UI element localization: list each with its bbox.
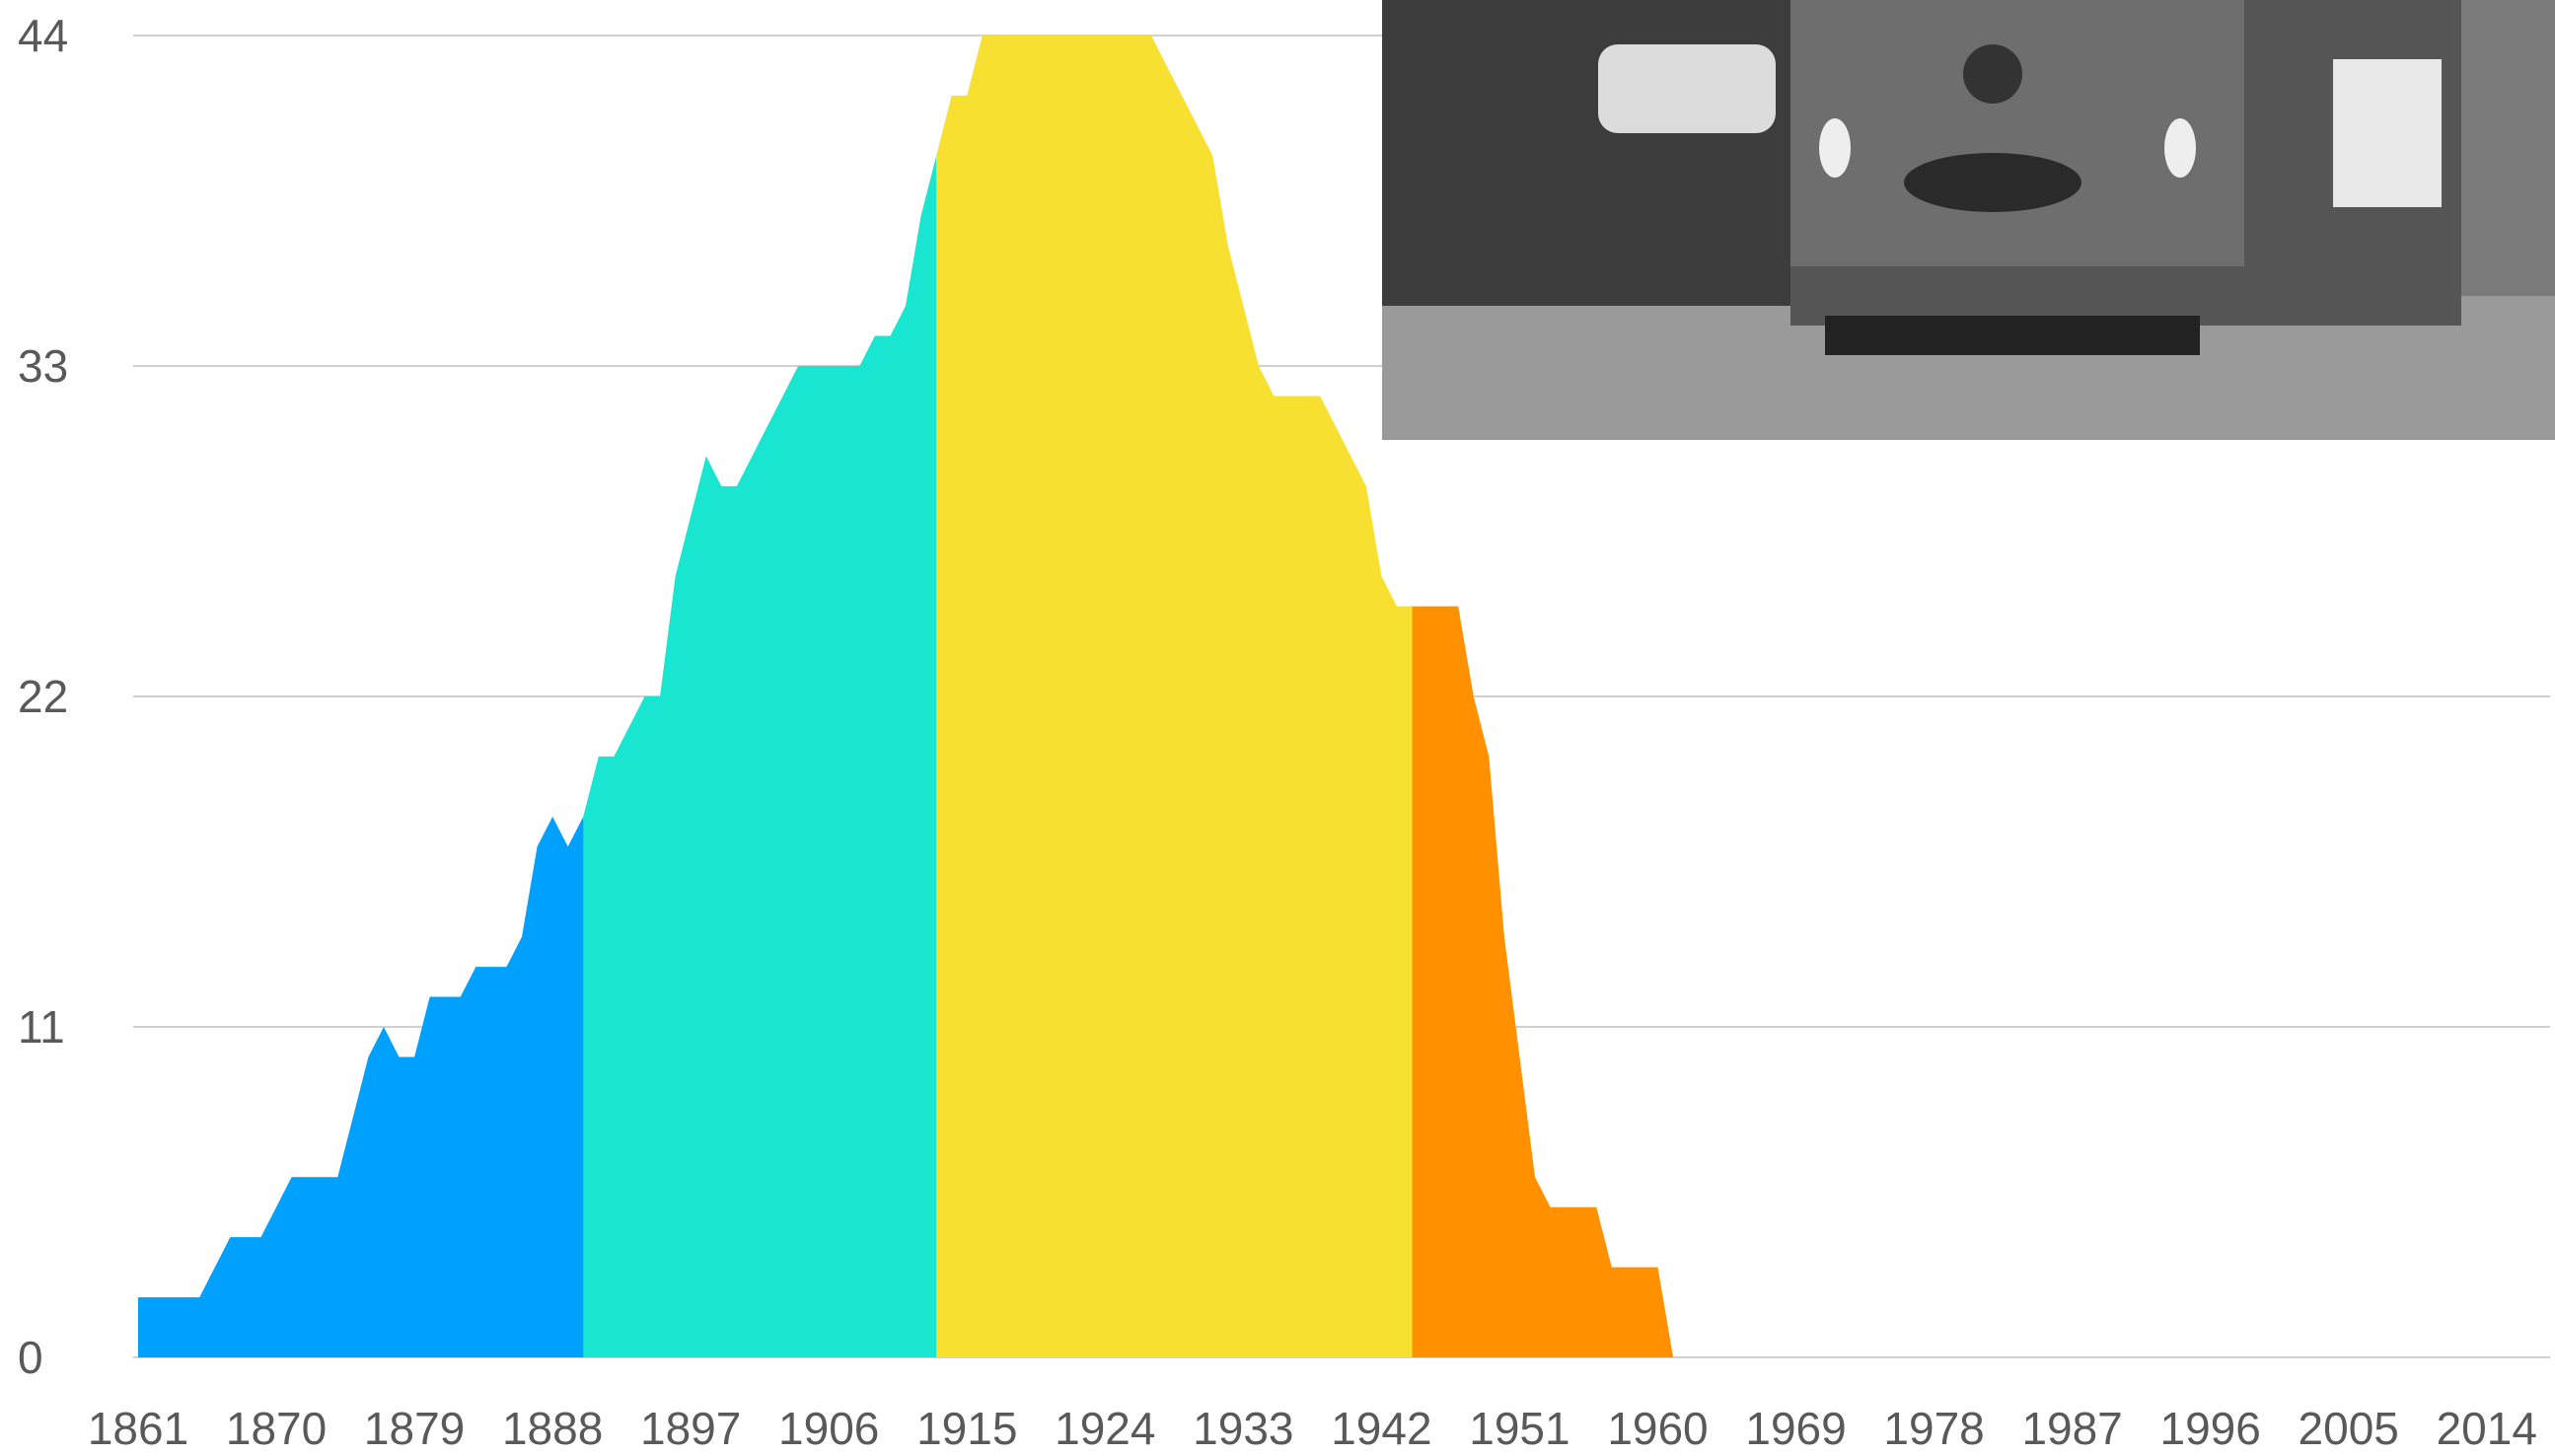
plot-area: [133, 35, 2550, 1358]
area: [583, 155, 952, 1358]
area: [936, 36, 1428, 1357]
x-tick-label: 2005: [2299, 1403, 2399, 1454]
photo-tram-tear: [1819, 118, 1851, 178]
photo-tram-tear: [2164, 118, 2196, 178]
axis-labels: 0 11 22 33 44 1861 1870 1879 1888 1897 1906 1915 192…: [18, 10, 2537, 1454]
x-tick-label: 1933: [1193, 1403, 1293, 1454]
y-tick-label: 0: [18, 1332, 43, 1383]
y-tick-label: 22: [18, 671, 68, 722]
x-tick-label: 1951: [1469, 1403, 1570, 1454]
photo-tram-nose: [1963, 44, 2022, 104]
x-tick-label: 1978: [1883, 1403, 1984, 1454]
y-tick-label: 44: [18, 10, 68, 61]
x-tick-label: 1879: [364, 1403, 465, 1454]
photo-tram-bumper: [1825, 316, 2200, 355]
photo-tram-mouth: [1904, 153, 2081, 212]
y-tick-label: 11: [18, 1001, 65, 1053]
x-tick-label: 1924: [1055, 1403, 1155, 1454]
x-tick-label: 1897: [640, 1403, 741, 1454]
photo-tram-sign: [2333, 59, 2442, 207]
area: [1412, 606, 1674, 1357]
x-tick-label: 2014: [2437, 1403, 2537, 1454]
y-tick-label: 33: [18, 340, 68, 392]
x-tick-label: 1960: [1607, 1403, 1708, 1454]
photo: [1382, 0, 2555, 440]
x-tick-label: 1870: [226, 1403, 327, 1454]
x-tick-label: 1906: [778, 1403, 879, 1454]
x-tick-label: 1996: [2159, 1403, 2260, 1454]
x-tick-label: 1861: [88, 1403, 188, 1454]
x-tick-label: 1915: [916, 1403, 1017, 1454]
x-tick-label: 1987: [2021, 1403, 2122, 1454]
x-tick-label: 1942: [1331, 1403, 1431, 1454]
x-tick-label: 1888: [502, 1403, 603, 1454]
photo-van: [1598, 44, 1776, 133]
area: [138, 816, 599, 1357]
x-tick-label: 1969: [1745, 1403, 1846, 1454]
